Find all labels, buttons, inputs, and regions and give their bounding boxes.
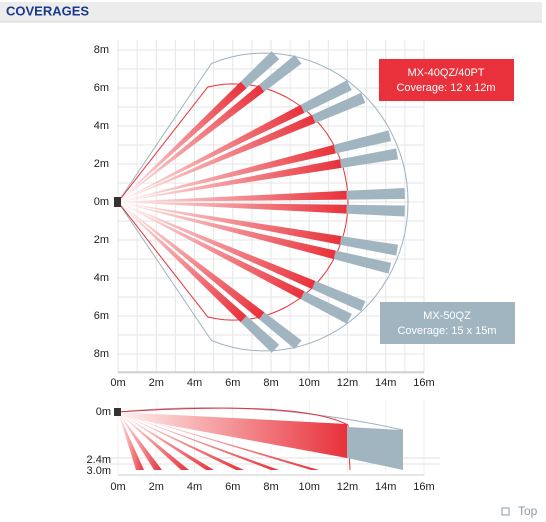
beam-gray [340, 236, 399, 256]
x-tick-label: 4m [187, 377, 202, 389]
side-beam [118, 412, 144, 470]
beam-gray [333, 250, 392, 274]
beam-red [118, 114, 316, 202]
legend-red-box [379, 59, 514, 101]
header-title: COVERAGES [6, 3, 89, 18]
top-icon [501, 507, 510, 516]
beam-gray [346, 204, 405, 217]
coverage-outline [117, 52, 409, 352]
side-beam-main [118, 412, 347, 458]
coverage-outline [117, 83, 349, 321]
beam-red [118, 202, 316, 290]
x-tick-label: 16m [413, 481, 434, 493]
x-tick-label: 12m [337, 481, 358, 493]
y-tick-label: 2.4m [87, 454, 111, 466]
beam-red [118, 202, 336, 260]
beam-gray [300, 80, 352, 113]
x-tick-label: 14m [375, 481, 396, 493]
x-tick-label: 16m [413, 377, 434, 389]
detector [114, 197, 121, 207]
side-beam [118, 412, 319, 470]
beam-gray [312, 92, 366, 123]
y-tick-label: 6m [94, 82, 109, 94]
x-tick-label: 12m [337, 377, 358, 389]
side-outline [117, 407, 404, 431]
x-tick-label: 0m [110, 481, 125, 493]
beam-gray [333, 130, 392, 154]
y-tick-label: 2m [94, 158, 109, 170]
beam-gray [346, 188, 405, 200]
beam-gray [240, 51, 280, 89]
side-outline [117, 407, 351, 471]
x-tick-label: 0m [110, 377, 125, 389]
beam-red [118, 202, 265, 320]
legend-model: MX-40QZ/40PT [407, 67, 484, 79]
y-tick-label: 3.0m [87, 465, 111, 477]
side-beam [118, 412, 189, 470]
legend-gray-box [380, 302, 515, 344]
beam-gray [340, 148, 399, 168]
beam-gray [240, 315, 280, 353]
x-tick-label: 6m [225, 481, 240, 493]
beam-gray [300, 291, 352, 324]
x-tick-label: 14m [375, 377, 396, 389]
y-tick-label: 0m [94, 196, 109, 208]
legend-coverage: Coverage: 15 x 15m [397, 325, 496, 337]
top-view: 8m 6m 4m 2m 0m 2m 4m 6m 8m 0m 2m 4m 6m 8m 10m 12m 14m 16m [94, 40, 435, 389]
y-tick-label: 0m [96, 406, 111, 418]
beam-red [118, 81, 247, 202]
beam-red [118, 202, 342, 245]
x-tick-label: 8m [263, 481, 278, 493]
x-tick-label: 10m [299, 377, 320, 389]
side-view: 0m 2.4m3.0m 0m 2m 4m 6m 8m 10m 12m 14m 16m [86, 400, 440, 493]
side-beam [118, 412, 162, 470]
x-tick-label: 6m [225, 377, 240, 389]
top-link[interactable]: Top [518, 504, 538, 518]
legend-coverage: Coverage: 12 x 12m [396, 82, 495, 94]
side-beam-gray [347, 427, 403, 470]
beam-red [118, 190, 347, 202]
beam-red [118, 202, 247, 323]
x-tick-label: 2m [149, 481, 164, 493]
beam-red [118, 104, 305, 202]
side-beam [118, 412, 214, 470]
beam-gray [259, 55, 302, 92]
side-beam [118, 412, 279, 470]
beam-red [118, 84, 265, 202]
header-bar [0, 2, 542, 22]
beam-red [118, 202, 305, 300]
y-tick-label: 4m [94, 272, 109, 284]
beam-gray [259, 312, 302, 349]
legend-model: MX-50QZ [423, 310, 471, 322]
beam-red [118, 159, 342, 202]
y-tick-label: 4m [94, 120, 109, 132]
beam-gray [312, 281, 366, 312]
detector [114, 408, 121, 416]
y-tick-label: 8m [94, 348, 109, 360]
beam-red [118, 202, 347, 214]
x-tick-label: 2m [149, 377, 164, 389]
x-tick-label: 4m [187, 481, 202, 493]
beam-red [118, 144, 336, 202]
y-tick-label: 6m [94, 310, 109, 322]
y-tick-label: 8m [94, 44, 109, 56]
x-tick-label: 10m [299, 481, 320, 493]
side-beam [118, 412, 244, 470]
x-tick-label: 8m [263, 377, 278, 389]
y-tick-label: 2m [94, 234, 109, 246]
